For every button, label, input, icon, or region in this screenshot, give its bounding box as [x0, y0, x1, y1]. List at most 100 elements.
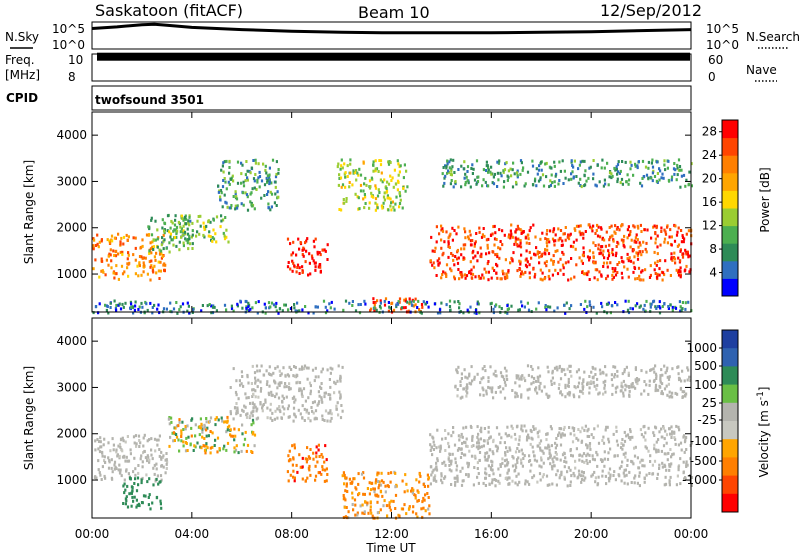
power-region-0: [92, 232, 167, 282]
nsearch-label: N.Search: [746, 30, 800, 44]
power-colorbar-swatch-8: [722, 137, 738, 156]
nave-label: Nave: [746, 63, 777, 77]
freq-strip: Freq. [MHz] 10 8 60 0 Nave: [5, 52, 777, 84]
velocity-cbar-tick-label-0: 1000: [686, 341, 717, 355]
velocity-colorbar-swatch-6: [722, 439, 738, 458]
power-cbar-tick-label-3: 16: [702, 195, 717, 209]
power-colorbar-swatch-4: [722, 208, 738, 227]
velocity-panel: 1000 2000 3000 4000 00:00 04:00 08:00 12:00 16:0…: [22, 317, 771, 554]
date-title: 12/Sep/2012: [600, 1, 702, 20]
velocity-region-6: [429, 424, 694, 488]
velocity-colorbar: 1000 500 100 25 -25 -100 -500 -1000: [682, 329, 739, 513]
power-cbar-tick-label-5: 24: [702, 148, 717, 162]
power-region-6: [336, 158, 409, 212]
velocity-region-2: [167, 415, 257, 455]
velocity-frame: [91, 317, 692, 519]
velocity-colorbar-swatch-8: [722, 475, 738, 495]
cpid-strip: CPID twofsound 3501: [6, 85, 692, 111]
time-tick-label-5: 20:00: [574, 527, 609, 541]
velocity-colorbar-swatch-9: [722, 493, 738, 513]
power-ytick-label-1: 2000: [56, 221, 87, 235]
power-colorbar-swatch-1: [722, 260, 738, 279]
velocity-region-0: [93, 433, 169, 483]
power-colorbar-swatch-6: [722, 172, 738, 191]
power-frame: [91, 111, 692, 313]
cpid-frame: [91, 85, 692, 111]
nsky-series-line: [91, 22, 692, 35]
nave-tick-bottom: 0: [708, 70, 716, 84]
velocity-cbar-tick-label-5: -100: [690, 434, 717, 448]
velocity-ytick-label-1: 2000: [56, 427, 87, 441]
nsky-frame: [91, 21, 692, 50]
velocity-colorbar-swatch-0: [722, 330, 738, 349]
freq-tick-top: 10: [68, 53, 83, 67]
nsky-label: N.Sky: [5, 30, 39, 44]
power-ytick-label-3: 4000: [56, 128, 87, 142]
velocity-cbar-tick-label-4: -25: [697, 413, 717, 427]
cpid-label: CPID: [6, 91, 38, 105]
power-region-7: [429, 223, 693, 282]
velocity-colorbar-swatch-5: [722, 421, 738, 440]
power-scatter: [92, 158, 693, 315]
velocity-colorbar-swatch-4: [722, 402, 738, 422]
power-colorbar-frame: [721, 119, 739, 297]
freq-tick-bottom: 8: [68, 70, 76, 84]
freq-label: Freq.: [5, 53, 35, 67]
velocity-cbar-tick-label-3: 25: [702, 396, 717, 410]
freq-unit-label: [MHz]: [5, 68, 40, 82]
power-ytick-label-2: 3000: [56, 174, 87, 188]
time-tick-label-2: 08:00: [274, 527, 309, 541]
time-tick-label-6: 00:00: [674, 527, 709, 541]
nsearch-tick-top: 10^5: [706, 22, 739, 36]
nsky-line: [91, 22, 692, 35]
velocity-ylabel: Slant Range [km]: [22, 366, 36, 470]
power-axes: 1000 2000 3000 4000: [56, 112, 692, 312]
velocity-cbar-tick-label-2: 100: [694, 378, 717, 392]
velocity-scatter: [93, 364, 694, 520]
power-ylabel: Slant Range [km]: [22, 160, 36, 264]
velocity-colorbar-swatch-7: [722, 457, 738, 477]
velocity-axes: 1000 2000 3000 4000 00:00 04:00 08:00 12:00 16:0…: [56, 318, 708, 541]
velocity-ytick-label-3: 4000: [56, 334, 87, 348]
power-region-8: [441, 158, 693, 189]
time-tick-label-4: 16:00: [474, 527, 509, 541]
nsky-strip: N.Sky 10^5 10^0 10^5 10^0 N.Search: [5, 21, 800, 52]
nave-tick-top: 60: [708, 53, 723, 67]
power-region-2: [166, 213, 230, 245]
velocity-region-5: [341, 470, 431, 520]
velocity-region-3: [229, 364, 344, 423]
power-colorbar-label: Power [dB]: [758, 167, 772, 232]
velocity-colorbar-swatch-3: [722, 384, 738, 404]
power-cbar-tick-label-1: 8: [709, 242, 717, 256]
site-title: Saskatoon (fitACF): [95, 1, 243, 20]
velocity-colorbar-swatch-2: [722, 366, 738, 386]
power-colorbar-swatch-7: [722, 155, 738, 174]
power-cbar-tick-label-2: 12: [702, 219, 717, 233]
velocity-cbar-tick-label-6: -500: [690, 454, 717, 468]
power-colorbar: 4 8 12 16 20 24 28: [702, 119, 739, 297]
time-axis-label: Time UT: [365, 541, 416, 554]
velocity-ytick-label-2: 3000: [56, 380, 87, 394]
time-tick-label-0: 00:00: [75, 527, 110, 541]
power-colorbar-swatch-0: [722, 278, 738, 297]
freq-band: [97, 52, 690, 61]
power-colorbar-swatch-3: [722, 225, 738, 244]
velocity-region-4: [286, 443, 329, 483]
power-region-9: [92, 299, 693, 315]
cpid-value: twofsound 3501: [95, 93, 204, 107]
power-ytick-label-0: 1000: [56, 267, 87, 281]
velocity-cbar-tick-label-7: -1000: [682, 473, 717, 487]
velocity-colorbar-label: Velocity [m s-1]: [756, 387, 771, 478]
nsky-tick-bottom: 10^0: [52, 38, 85, 52]
nsearch-tick-bottom: 10^0: [706, 38, 739, 52]
power-cbar-tick-label-4: 20: [702, 172, 717, 186]
velocity-region-1: [122, 476, 163, 511]
time-tick-label-1: 04:00: [175, 527, 210, 541]
power-region-3: [217, 158, 280, 212]
time-tick-label-3: 12:00: [374, 527, 409, 541]
nsky-tick-top: 10^5: [52, 22, 85, 36]
power-colorbar-swatch-9: [722, 120, 738, 139]
power-cbar-tick-label-0: 4: [709, 266, 717, 280]
velocity-cbar-tick-label-1: 500: [694, 359, 717, 373]
